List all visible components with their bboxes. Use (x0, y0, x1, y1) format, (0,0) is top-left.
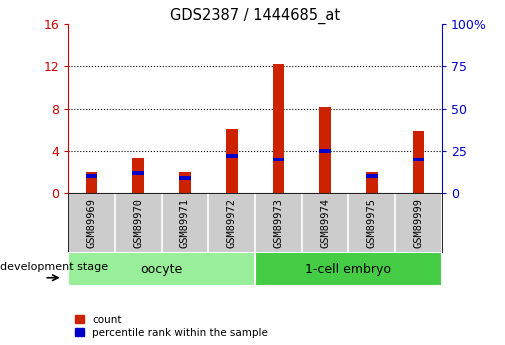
Legend: count, percentile rank within the sample: count, percentile rank within the sample (73, 313, 270, 340)
Bar (366, 175, 378, 178)
Text: oocyte: oocyte (140, 263, 183, 276)
Text: GSM89970: GSM89970 (133, 198, 143, 248)
Text: 1-cell embryo: 1-cell embryo (306, 263, 391, 276)
Bar (319, 107, 331, 193)
Bar (319, 149, 331, 153)
Bar (413, 131, 424, 193)
Text: GSM89999: GSM89999 (414, 198, 424, 248)
Bar (132, 171, 144, 175)
Bar (273, 158, 284, 161)
Bar (68, 252, 255, 286)
Bar (273, 64, 284, 193)
Text: GSM89975: GSM89975 (367, 198, 377, 248)
Bar (226, 129, 237, 193)
Text: development stage: development stage (0, 263, 108, 272)
Bar (413, 158, 424, 161)
Bar (366, 172, 378, 193)
Text: GSM89972: GSM89972 (227, 198, 237, 248)
Bar (179, 176, 191, 180)
Bar (226, 154, 237, 158)
Bar (255, 252, 442, 286)
Text: GSM89969: GSM89969 (86, 198, 96, 248)
Title: GDS2387 / 1444685_at: GDS2387 / 1444685_at (170, 8, 340, 24)
Text: GSM89973: GSM89973 (273, 198, 283, 248)
Bar (86, 172, 97, 193)
Bar (132, 158, 144, 193)
Text: GSM89974: GSM89974 (320, 198, 330, 248)
Bar (86, 175, 97, 178)
Bar (179, 172, 191, 193)
Text: GSM89971: GSM89971 (180, 198, 190, 248)
